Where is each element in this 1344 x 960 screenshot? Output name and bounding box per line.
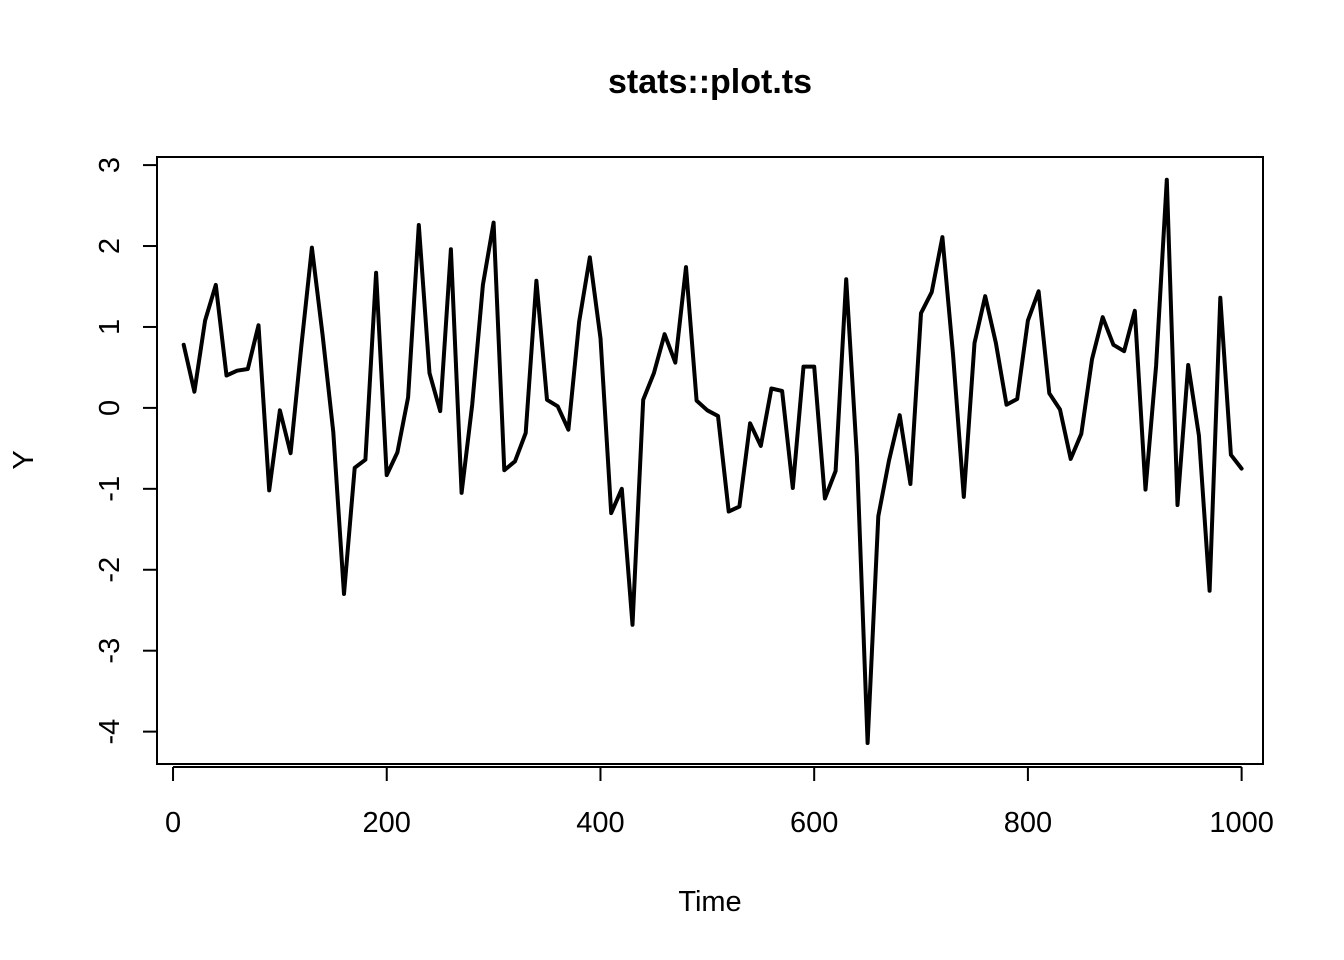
y-tick-label: -1 xyxy=(94,476,126,502)
series-line xyxy=(181,177,1244,745)
x-tick-label: 400 xyxy=(576,807,624,839)
y-axis-label: Y xyxy=(8,450,40,469)
x-tick-label: 600 xyxy=(790,807,838,839)
x-axis-label: Time xyxy=(678,886,741,918)
y-axis: -4 -3 -2 -1 0 1 2 3 xyxy=(94,157,158,745)
y-tick-label: 0 xyxy=(94,400,126,416)
x-tick-label: 200 xyxy=(363,807,411,839)
y-tick-label: 1 xyxy=(94,319,126,335)
x-tick-label: 1000 xyxy=(1209,807,1274,839)
chart-title: stats::plot.ts xyxy=(608,63,812,101)
y-tick-label: -2 xyxy=(94,557,126,583)
plot-frame xyxy=(156,156,1264,765)
x-tick-label: 800 xyxy=(1004,807,1052,839)
y-tick-label: 2 xyxy=(94,238,126,254)
y-tick-label: -3 xyxy=(94,638,126,664)
x-axis: 0 200 400 600 800 1000 xyxy=(165,766,1274,839)
y-tick-label: -4 xyxy=(94,719,126,745)
x-tick-label: 0 xyxy=(165,807,181,839)
y-tick-label: 3 xyxy=(94,157,126,173)
